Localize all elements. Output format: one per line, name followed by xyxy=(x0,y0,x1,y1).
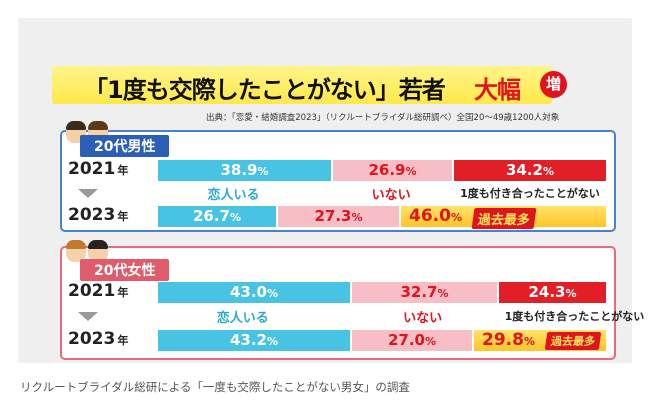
legend-not-in-relationship: いない xyxy=(371,188,411,203)
legend-never-dated: 1度も付き合ったことがない xyxy=(460,187,600,200)
bar-segment: 26.7% xyxy=(158,206,276,227)
legend-never-dated: 1度も付き合ったことがない xyxy=(504,310,645,323)
bar-segment: 27.3% xyxy=(278,206,399,227)
image-caption: リクルートブライダル総研による「一度も交際したことがない男女」の調査 xyxy=(20,380,410,394)
legend-in-relationship: 恋人いる xyxy=(216,311,269,326)
title-emphasis: 大幅 xyxy=(474,76,521,104)
trend-arrow-icon xyxy=(78,189,98,198)
source-note: 出典：「恋愛・結婚調査2023」（リクルートブライダル総研調べ）全国20〜49歳… xyxy=(206,113,560,123)
bar-segment: 38.9% xyxy=(158,160,331,181)
female-group-label: 20代女性 xyxy=(80,259,170,281)
record-badge: 過去最多 xyxy=(471,208,537,229)
bar-segment: 26.9% xyxy=(333,160,452,181)
male-group-label: 20代男性 xyxy=(80,135,170,157)
bar-segment: 34.2% xyxy=(454,160,606,181)
title-bar xyxy=(52,66,552,104)
bar-segment: 32.7% xyxy=(352,282,497,303)
bar-segment: 43.0% xyxy=(158,282,350,303)
legend-in-relationship: 恋人いる xyxy=(207,188,260,203)
bar-segment: 24.3% xyxy=(499,282,606,303)
increase-badge: 増 xyxy=(540,71,567,98)
bar-segment: 43.2% xyxy=(158,330,350,351)
female-avatar-icon xyxy=(88,240,108,262)
page-title: 「1度も交際したことがない」若者 xyxy=(84,76,446,104)
trend-arrow-icon xyxy=(78,312,98,321)
female-avatar-icon xyxy=(66,240,86,262)
bar-segment: 27.0% xyxy=(352,330,472,351)
year-label: 2023 年 xyxy=(68,329,129,349)
year-label: 2023 年 xyxy=(68,205,129,225)
year-label: 2021 年 xyxy=(68,159,129,179)
legend-not-in-relationship: いない xyxy=(403,311,443,326)
record-badge: 過去最多 xyxy=(544,332,602,350)
year-label: 2021 年 xyxy=(68,281,129,301)
